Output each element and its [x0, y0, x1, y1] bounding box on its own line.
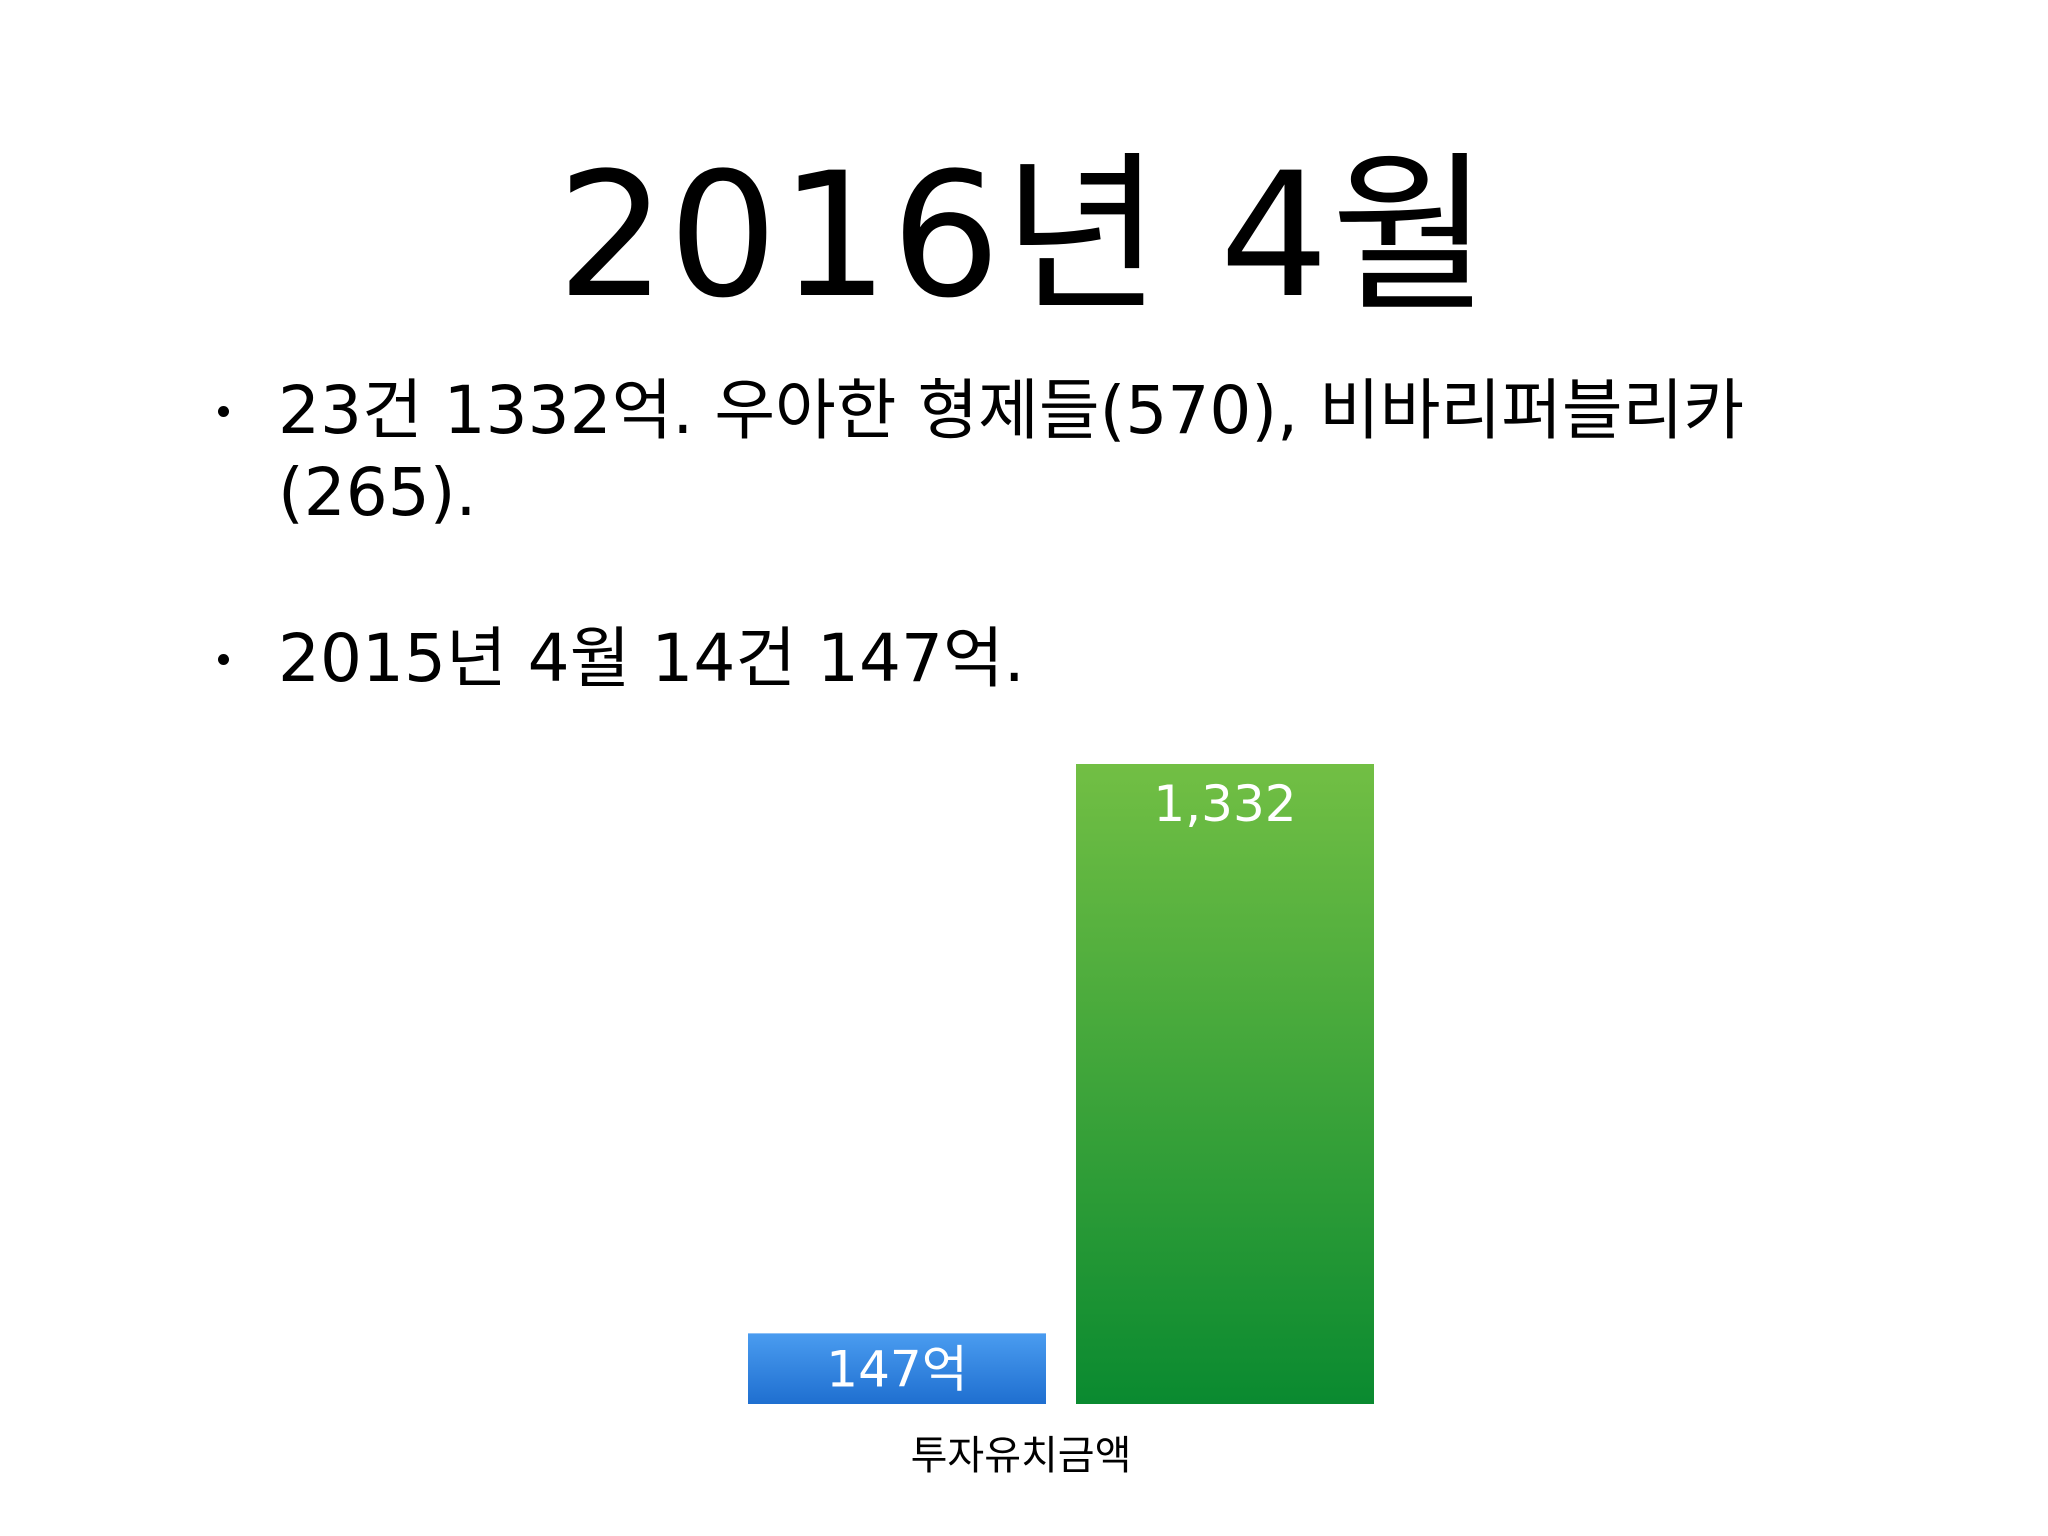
bullet-item: 2015년 4월 14건 147억.	[210, 618, 1860, 700]
bar-2	[1076, 764, 1374, 1404]
bullet-item: 23건 1332억. 우아한 형제들(570), 비바리퍼블리카 (265).	[210, 370, 1860, 534]
bullet-list: 23건 1332억. 우아한 형제들(570), 비바리퍼블리카 (265). …	[210, 370, 1860, 784]
bullet-text: 2015년 4월 14건 147억.	[278, 620, 1025, 697]
bars-layer: 147억 1,332	[748, 764, 1374, 1404]
bullet-text: 23건 1332억. 우아한 형제들(570), 비바리퍼블리카 (265).	[278, 372, 1745, 531]
bullet-dot-icon	[218, 654, 229, 665]
bar-2-value-label: 1,332	[1153, 775, 1296, 833]
slide-title: 2016년 4월	[556, 135, 1492, 336]
bar-1-value-label: 147억	[826, 1341, 967, 1399]
x-axis-label: 투자유치금액	[911, 1433, 1132, 1479]
bar-1	[748, 1333, 1046, 1404]
bullet-dot-icon	[218, 406, 229, 417]
